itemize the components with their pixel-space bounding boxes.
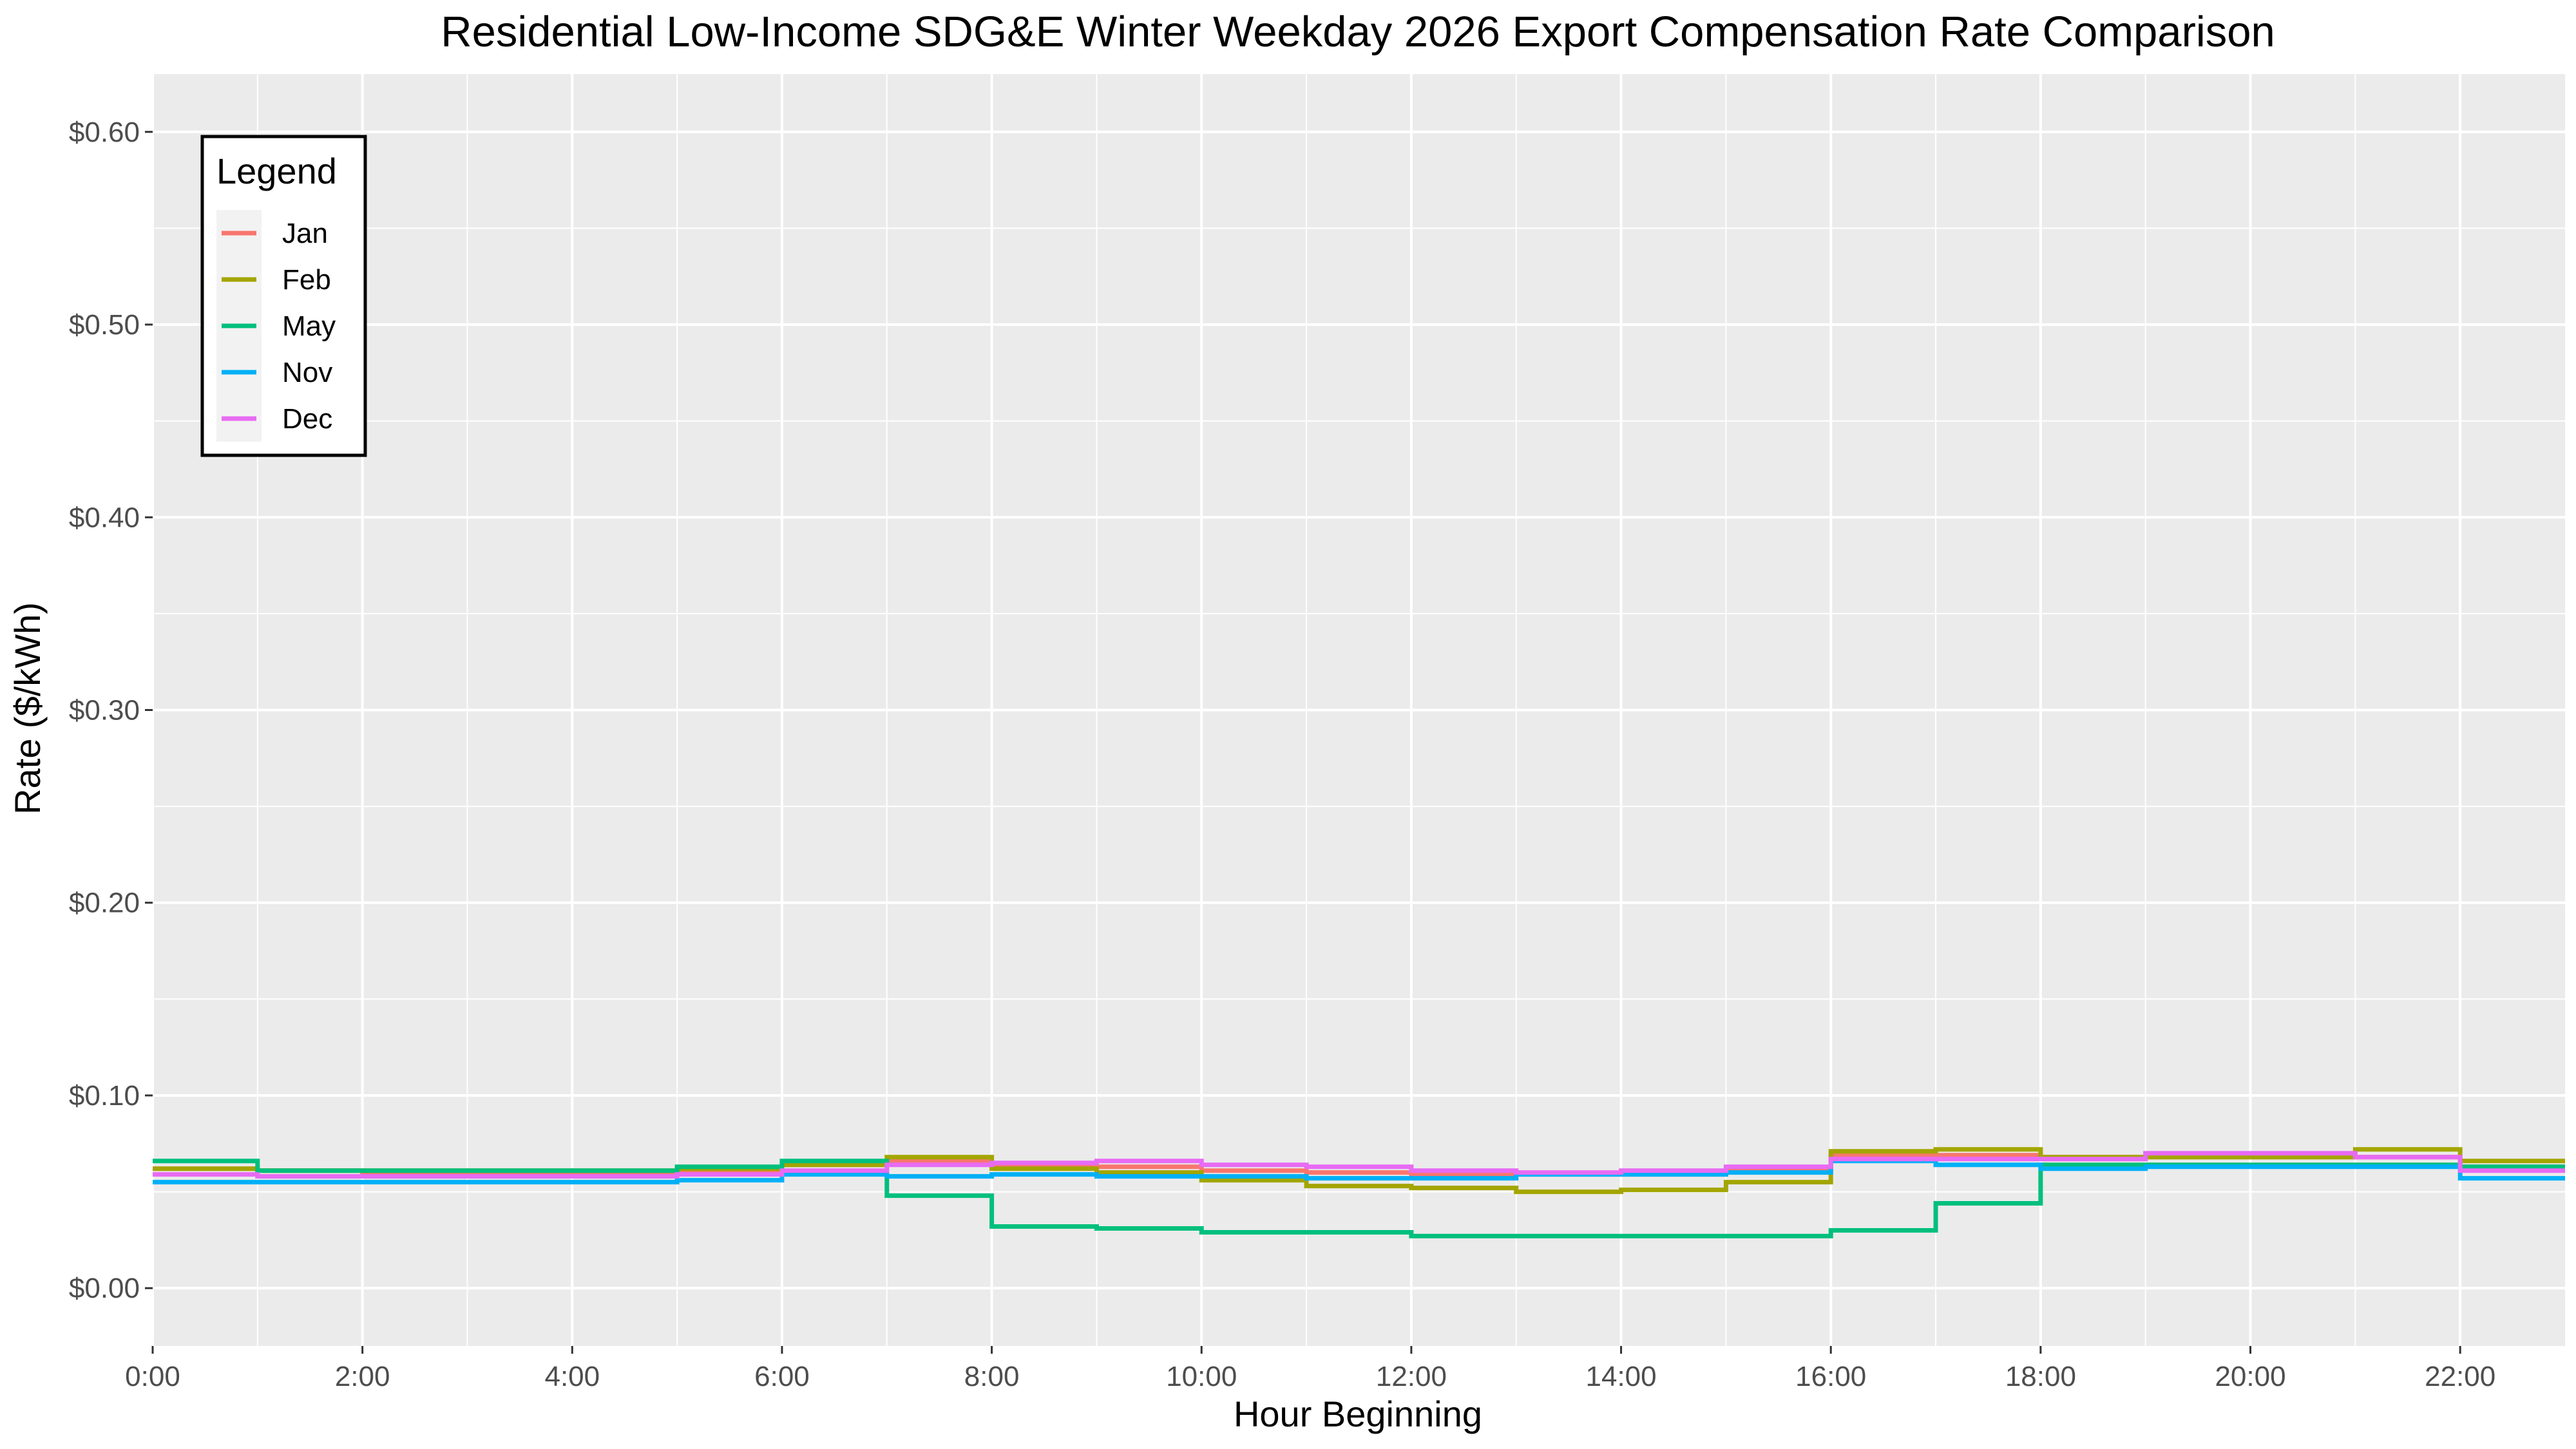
x-tick-label: 18:00 xyxy=(2005,1361,2076,1392)
legend-label-dec: Dec xyxy=(282,403,332,435)
x-tick-label: 6:00 xyxy=(754,1361,810,1392)
grid-major xyxy=(151,74,2565,1346)
legend-label-may: May xyxy=(282,310,336,342)
series-lines xyxy=(153,1147,2565,1238)
y-tick-label: $0.00 xyxy=(69,1273,140,1304)
chart-title: Residential Low-Income SDG&E Winter Week… xyxy=(441,8,2275,56)
x-tick-label: 0:00 xyxy=(125,1361,180,1392)
x-tick-label: 12:00 xyxy=(1376,1361,1447,1392)
legend-label-nov: Nov xyxy=(282,357,332,388)
x-tick-label: 10:00 xyxy=(1166,1361,1237,1392)
series-line-nov xyxy=(153,1159,2565,1185)
x-axis-label: Hour Beginning xyxy=(1234,1394,1482,1434)
y-tick-label: $0.10 xyxy=(69,1080,140,1112)
legend-items: Jan Feb May Nov Dec xyxy=(216,210,336,442)
y-tick-label: $0.20 xyxy=(69,887,140,919)
legend: Legend Jan Feb May Nov Dec xyxy=(200,135,367,457)
y-tick-label: $0.50 xyxy=(69,309,140,341)
legend-label-jan: Jan xyxy=(282,218,328,249)
y-tick-label: $0.40 xyxy=(69,502,140,533)
y-axis-label: Rate ($/kWh) xyxy=(7,602,48,815)
x-tick-label: 14:00 xyxy=(1586,1361,1657,1392)
x-axis: 0:00 2:00 4:00 6:00 8:00 10:00 12:00 14:00 16:00… xyxy=(125,1346,2495,1392)
x-tick-label: 16:00 xyxy=(1795,1361,1866,1392)
y-tick-label: $0.30 xyxy=(69,695,140,726)
legend-title: Legend xyxy=(216,151,337,191)
x-tick-label: 20:00 xyxy=(2215,1361,2285,1392)
x-tick-label: 22:00 xyxy=(2425,1361,2495,1392)
series-line-may xyxy=(153,1159,2565,1238)
y-axis: $0.00 $0.10 $0.20 $0.30 $0.40 $0.50 $0.60 xyxy=(69,117,153,1304)
x-tick-label: 2:00 xyxy=(335,1361,390,1392)
y-tick-label: $0.60 xyxy=(69,117,140,148)
series-line-dec xyxy=(153,1151,2565,1179)
x-tick-label: 8:00 xyxy=(964,1361,1020,1392)
x-tick-label: 4:00 xyxy=(544,1361,600,1392)
legend-label-feb: Feb xyxy=(282,264,331,296)
